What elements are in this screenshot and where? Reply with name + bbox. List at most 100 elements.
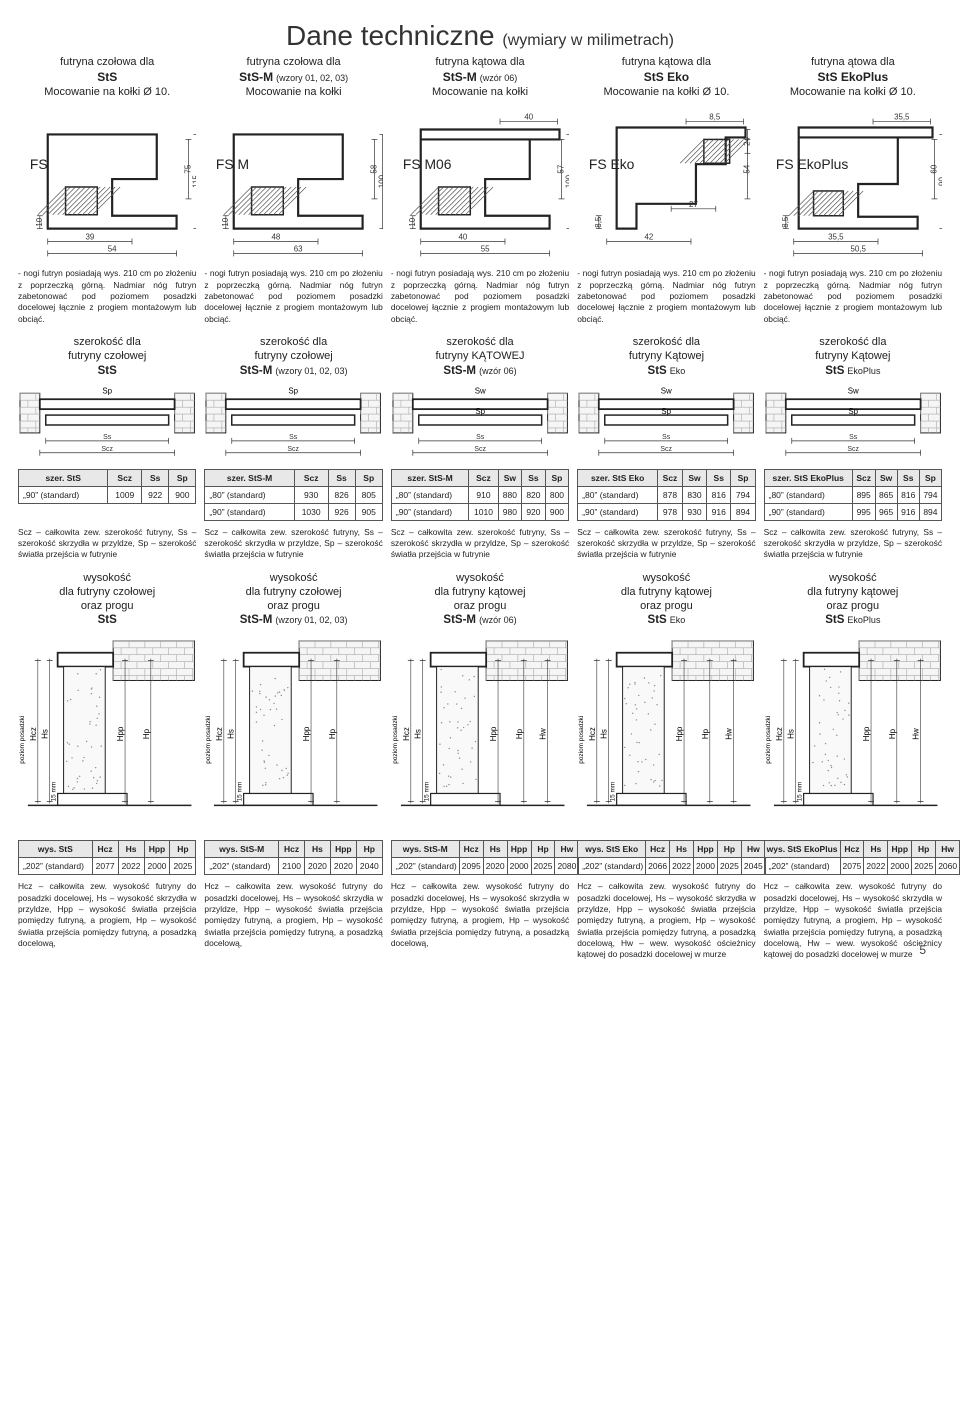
svg-text:Hcz: Hcz: [215, 728, 224, 742]
svg-text:15 mm: 15 mm: [610, 782, 617, 802]
svg-text:Sp: Sp: [102, 386, 112, 395]
table-col: Sw: [875, 469, 897, 486]
table-cell: 2045: [741, 858, 765, 875]
header-bold: StS EkoPlus: [817, 70, 888, 84]
height-legend: Hcz – całkowita zew. wysokość futryny do…: [764, 881, 942, 960]
header-small: (wzory 01, 02, 03): [276, 73, 348, 83]
height-table-wrap: wys. StS EkoHczHsHppHpHw„202” (standard)…: [577, 834, 755, 875]
table-col: Ss: [328, 469, 355, 486]
header-line3: Mocowanie na kołki: [391, 86, 569, 100]
table-col: Scz: [294, 469, 328, 486]
width-table-wrap: szer. StSSczSsSp„90” (standard)100992290…: [18, 463, 196, 521]
header-small: (wzór 06): [480, 73, 518, 83]
header-bold: StS: [97, 70, 117, 84]
svg-text:8,5: 8,5: [780, 216, 789, 228]
svg-text:Hs: Hs: [227, 729, 236, 739]
svg-text:FS Eko: FS Eko: [589, 156, 635, 172]
page-title: Dane techniczne (wymiary w milimetrach): [18, 20, 942, 52]
header-line3: Mocowanie na kołki Ø 10.: [18, 86, 196, 100]
table-col: Hcz: [279, 841, 305, 858]
width-diagram: SpSsScz: [204, 385, 382, 463]
width-table: szer. StS-MSczSwSsSp„80” (standard)91088…: [391, 469, 569, 521]
table-cell: 805: [355, 486, 382, 503]
height-title: wysokośćdla futryny czołowejoraz proguSt…: [18, 571, 196, 629]
table-name: wys. StS: [19, 841, 93, 858]
svg-text:Scz: Scz: [474, 445, 486, 452]
table-col: Hp: [356, 841, 382, 858]
height-table: wys. StS EkoHczHsHppHpHw„202” (standard)…: [577, 840, 766, 875]
table-cell: 2075: [840, 858, 864, 875]
svg-text:poziom posadzki: poziom posadzki: [392, 716, 399, 764]
table-col: Hs: [118, 841, 144, 858]
table-col: Ss: [707, 469, 731, 486]
header-line1: futryna ątowa dla: [764, 56, 942, 70]
width-title: szerokość dlafutryny czołowejStS: [18, 335, 196, 379]
table-row-label: „202” (standard): [578, 858, 646, 875]
svg-text:Sw: Sw: [475, 386, 486, 395]
profile-note: - nogi futryn posiadają wys. 210 cm po z…: [577, 268, 755, 325]
width-title: szerokość dlafutryny czołowejStS-M (wzor…: [204, 335, 382, 379]
table-col: Ss: [522, 469, 546, 486]
svg-text:poziom posadzki: poziom posadzki: [19, 716, 26, 764]
table-cell: 2025: [717, 858, 741, 875]
svg-text:42: 42: [645, 233, 654, 242]
width-table: szer. StS EkoPlusSczSwSsSp„80” (standard…: [764, 469, 942, 521]
table-cell: 965: [875, 503, 897, 520]
table-col: Hp: [531, 841, 555, 858]
svg-text:40: 40: [458, 233, 467, 242]
svg-text:Ss: Ss: [476, 433, 485, 440]
width-legend: Scz – całkowita zew. szerokość futryny, …: [764, 527, 942, 561]
header-line2: StS-M (wzór 06): [391, 70, 569, 86]
table-col: Hp: [717, 841, 741, 858]
frame-header: futryna czołowa dlaStSMocowanie na kołki…: [18, 56, 196, 99]
width-table: szer. StS EkoSczSwSsSp„80” (standard)878…: [577, 469, 755, 521]
svg-text:35,5: 35,5: [828, 233, 844, 242]
table-cell: 2022: [670, 858, 694, 875]
width-title: szerokość dlafutryny KątowejStS Eko: [577, 335, 755, 379]
table-cell: 900: [545, 503, 569, 520]
svg-text:63: 63: [294, 245, 303, 254]
svg-text:15 mm: 15 mm: [796, 782, 803, 802]
svg-text:Hp: Hp: [887, 729, 896, 740]
svg-text:115: 115: [191, 175, 196, 188]
table-name: wys. StS-M: [391, 841, 459, 858]
width-table: szer. StS-MSczSsSp„80” (standard)9308268…: [204, 469, 382, 521]
svg-text:8,5: 8,5: [709, 113, 721, 122]
profile-note: - nogi futryn posiadają wys. 210 cm po z…: [391, 268, 569, 325]
table-cell: 2020: [330, 858, 356, 875]
table-cell: 878: [658, 486, 683, 503]
svg-text:Hp: Hp: [515, 729, 524, 740]
table-col: Hcz: [92, 841, 118, 858]
svg-text:Sp: Sp: [662, 407, 672, 416]
table-cell: 794: [919, 486, 941, 503]
table-col: Scz: [658, 469, 683, 486]
height-table: wys. StSHczHsHppHp„202” (standard)207720…: [18, 840, 196, 875]
header-line1: futryna kątowa dla: [577, 56, 755, 70]
height-legend: Hcz – całkowita zew. wysokość futryny do…: [577, 881, 755, 960]
svg-text:Hp: Hp: [328, 729, 337, 740]
svg-text:40: 40: [524, 113, 533, 122]
table-col: Hpp: [694, 841, 718, 858]
table-col: Hp: [170, 841, 196, 858]
svg-text:Ss: Ss: [662, 433, 671, 440]
svg-text:24: 24: [743, 137, 752, 146]
width-table: szer. StSSczSsSp„90” (standard)100992290…: [18, 469, 196, 504]
svg-text:Scz: Scz: [661, 445, 673, 452]
width-legend: Scz – całkowita zew. szerokość futryny, …: [577, 527, 755, 561]
table-col: Sp: [169, 469, 196, 486]
table-row-label: „90” (standard): [578, 503, 658, 520]
header-line2: StS EkoPlus: [764, 70, 942, 86]
title-main: Dane techniczne: [286, 20, 495, 51]
width-legend: Scz – całkowita zew. szerokość futryny, …: [391, 527, 569, 561]
header-line2: StS Eko: [577, 70, 755, 86]
table-name: szer. StS-M: [391, 469, 469, 486]
table-cell: 995: [852, 503, 875, 520]
svg-text:Hpp: Hpp: [675, 727, 684, 742]
frame-header: futryna kątowa dlaStS-M (wzór 06)Mocowan…: [391, 56, 569, 99]
width-legend: Scz – całkowita zew. szerokość futryny, …: [204, 527, 382, 561]
table-cell: 2000: [507, 858, 531, 875]
height-table: wys. StS-MHczHsHppHpHw„202” (standard)20…: [391, 840, 580, 875]
svg-text:Sp: Sp: [289, 386, 299, 395]
svg-text:FS M06: FS M06: [403, 156, 452, 172]
header-bold: StS-M: [239, 70, 273, 84]
